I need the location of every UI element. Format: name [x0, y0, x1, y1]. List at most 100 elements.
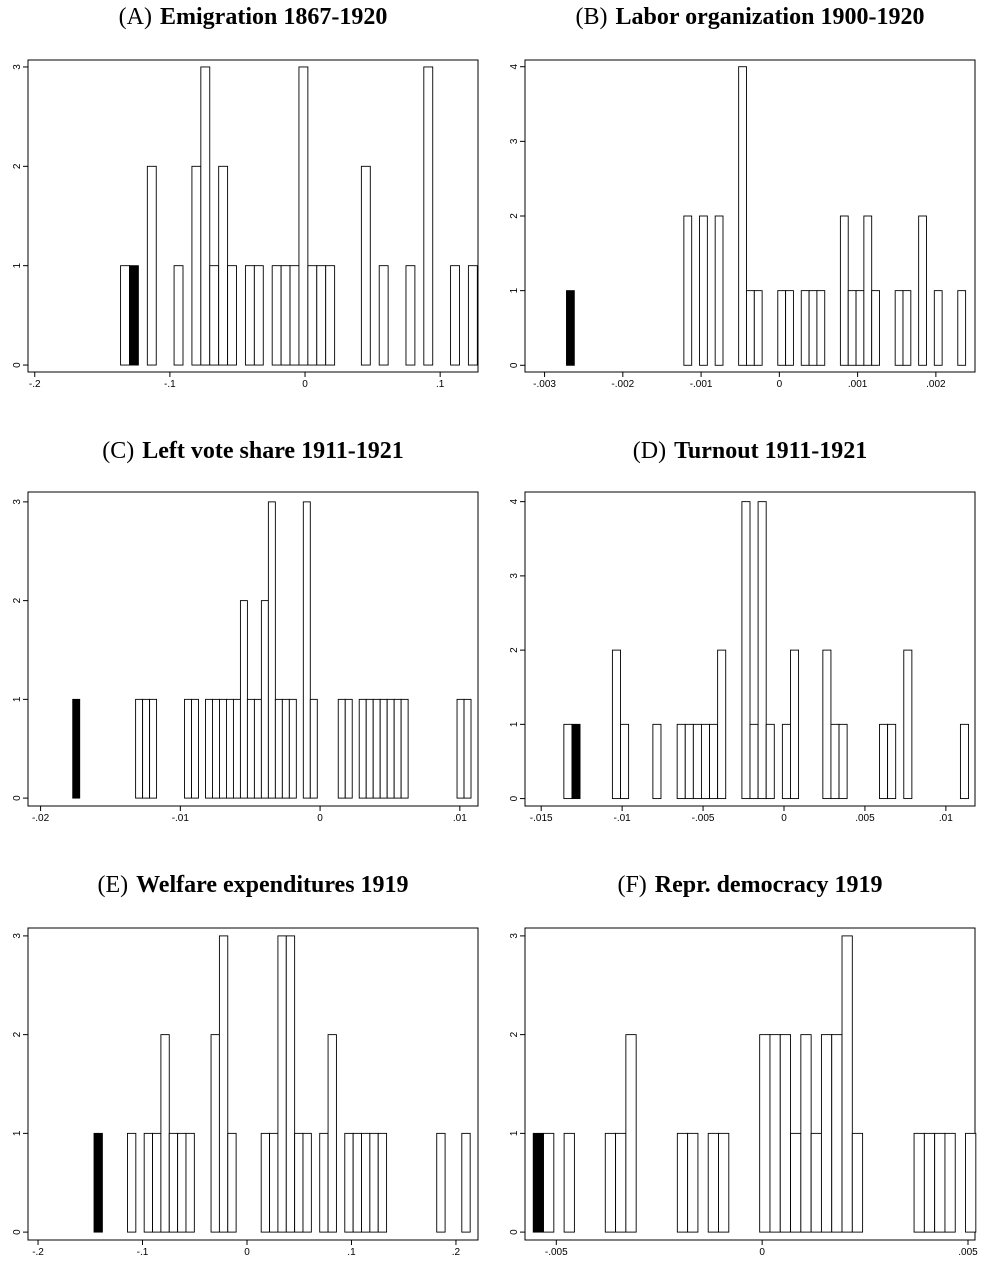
- panel-label: (D): [633, 438, 666, 464]
- bar: [316, 265, 327, 366]
- bar: [683, 215, 693, 366]
- panel-title: (C) Left vote share 1911-1921: [102, 438, 404, 464]
- x-tick-label: -.005: [692, 813, 715, 824]
- y-tick-label: 3: [509, 138, 520, 144]
- bar: [239, 600, 248, 799]
- bar: [777, 290, 787, 366]
- bar: [957, 290, 967, 366]
- bar: [816, 290, 826, 366]
- bar: [405, 265, 416, 366]
- x-tick-label: -.01: [614, 813, 632, 824]
- panel: (F) Repr. democracy 1919 0 1 2 3 -.005 0 .005: [509, 872, 978, 1259]
- bar: [143, 1132, 153, 1233]
- x-tick-label: -.002: [611, 379, 634, 390]
- bar: [741, 501, 751, 800]
- bar: [800, 1034, 812, 1233]
- x-tick-label: -.1: [137, 1247, 149, 1258]
- bar: [830, 723, 840, 800]
- bar: [246, 698, 255, 799]
- panel-title: (E) Welfare expenditures 1919: [97, 872, 408, 898]
- title-text: Labor organization 1900-1920: [616, 4, 925, 30]
- bar: [298, 66, 309, 366]
- bar: [274, 698, 283, 799]
- bar: [563, 1132, 575, 1233]
- y-tick-label: 0: [12, 362, 23, 368]
- y-tick-label: 0: [12, 1229, 23, 1235]
- bar: [903, 649, 913, 800]
- bar: [218, 935, 229, 1233]
- y-tick-label: 2: [509, 647, 520, 653]
- plot-frame: [27, 59, 479, 373]
- bar: [871, 290, 880, 366]
- bar: [965, 1132, 977, 1233]
- bar: [709, 723, 719, 800]
- title-text: Repr. democracy 1919: [655, 872, 883, 898]
- title-text: Welfare expenditures 1919: [136, 872, 408, 898]
- bar: [146, 165, 157, 366]
- panel-title: (A) Emigration 1867-1920: [119, 4, 388, 30]
- bar: [851, 1132, 864, 1233]
- highlighted-bar: [532, 1132, 544, 1233]
- y-tick-label: 2: [509, 1031, 520, 1037]
- x-tick-label: -.2: [29, 379, 41, 390]
- bar: [200, 66, 211, 366]
- y-tick-label: 0: [12, 795, 23, 801]
- bar: [344, 1132, 354, 1233]
- bar: [676, 1132, 689, 1233]
- plot-frame: [27, 491, 479, 807]
- bar: [160, 1034, 170, 1233]
- panel: (D) Turnout 1911-1921 0 1 2 3 4 -.015 -.01 -.005 0…: [509, 438, 976, 824]
- bar: [209, 265, 220, 366]
- bar: [615, 1132, 627, 1233]
- bar: [800, 290, 810, 366]
- bar: [127, 1132, 137, 1233]
- bar: [152, 1132, 162, 1233]
- plot-frame: [524, 491, 976, 807]
- y-tick-label: 2: [12, 163, 23, 169]
- bar: [944, 1132, 956, 1233]
- x-tick-label: -.005: [545, 1247, 568, 1258]
- bar: [386, 698, 395, 799]
- bar: [280, 265, 291, 366]
- bar: [808, 290, 818, 366]
- bar: [717, 649, 727, 800]
- bar: [361, 1132, 371, 1233]
- bar: [676, 723, 686, 800]
- x-tick-label: -.2: [32, 1247, 44, 1258]
- x-tick-label: .005: [958, 1247, 978, 1258]
- bar: [839, 215, 849, 366]
- bar: [281, 698, 290, 799]
- x-tick-label: -.02: [32, 813, 50, 824]
- y-tick-label: 1: [509, 287, 520, 293]
- x-tick-label: .01: [939, 813, 953, 824]
- bar: [887, 723, 897, 800]
- bar: [337, 698, 346, 799]
- y-tick-label: 0: [509, 362, 520, 368]
- bar: [372, 698, 381, 799]
- bar: [400, 698, 409, 799]
- bar: [244, 265, 255, 366]
- bar: [253, 265, 264, 366]
- x-tick-label: .01: [453, 813, 467, 824]
- bar: [714, 215, 724, 366]
- panel-label: (C): [102, 438, 134, 464]
- bar: [219, 698, 227, 799]
- bar: [365, 698, 374, 799]
- bar: [227, 265, 237, 366]
- bar: [302, 1132, 312, 1233]
- panel-title: (B) Labor organization 1900-1920: [576, 4, 925, 30]
- bar: [918, 215, 927, 366]
- x-tick-label: -.001: [690, 379, 713, 390]
- x-tick-label: -.015: [530, 813, 553, 824]
- bar: [185, 1132, 195, 1233]
- bar: [765, 723, 775, 800]
- highlighted-bar: [129, 265, 139, 366]
- bar: [934, 1132, 946, 1233]
- bar: [822, 649, 832, 800]
- bar: [369, 1132, 379, 1233]
- panel: (E) Welfare expenditures 1919 0 1 2 3 -.2 -.1 0.…: [12, 872, 479, 1258]
- bar: [707, 1132, 719, 1233]
- bar: [378, 265, 389, 366]
- bar: [302, 501, 311, 799]
- bar: [307, 265, 318, 366]
